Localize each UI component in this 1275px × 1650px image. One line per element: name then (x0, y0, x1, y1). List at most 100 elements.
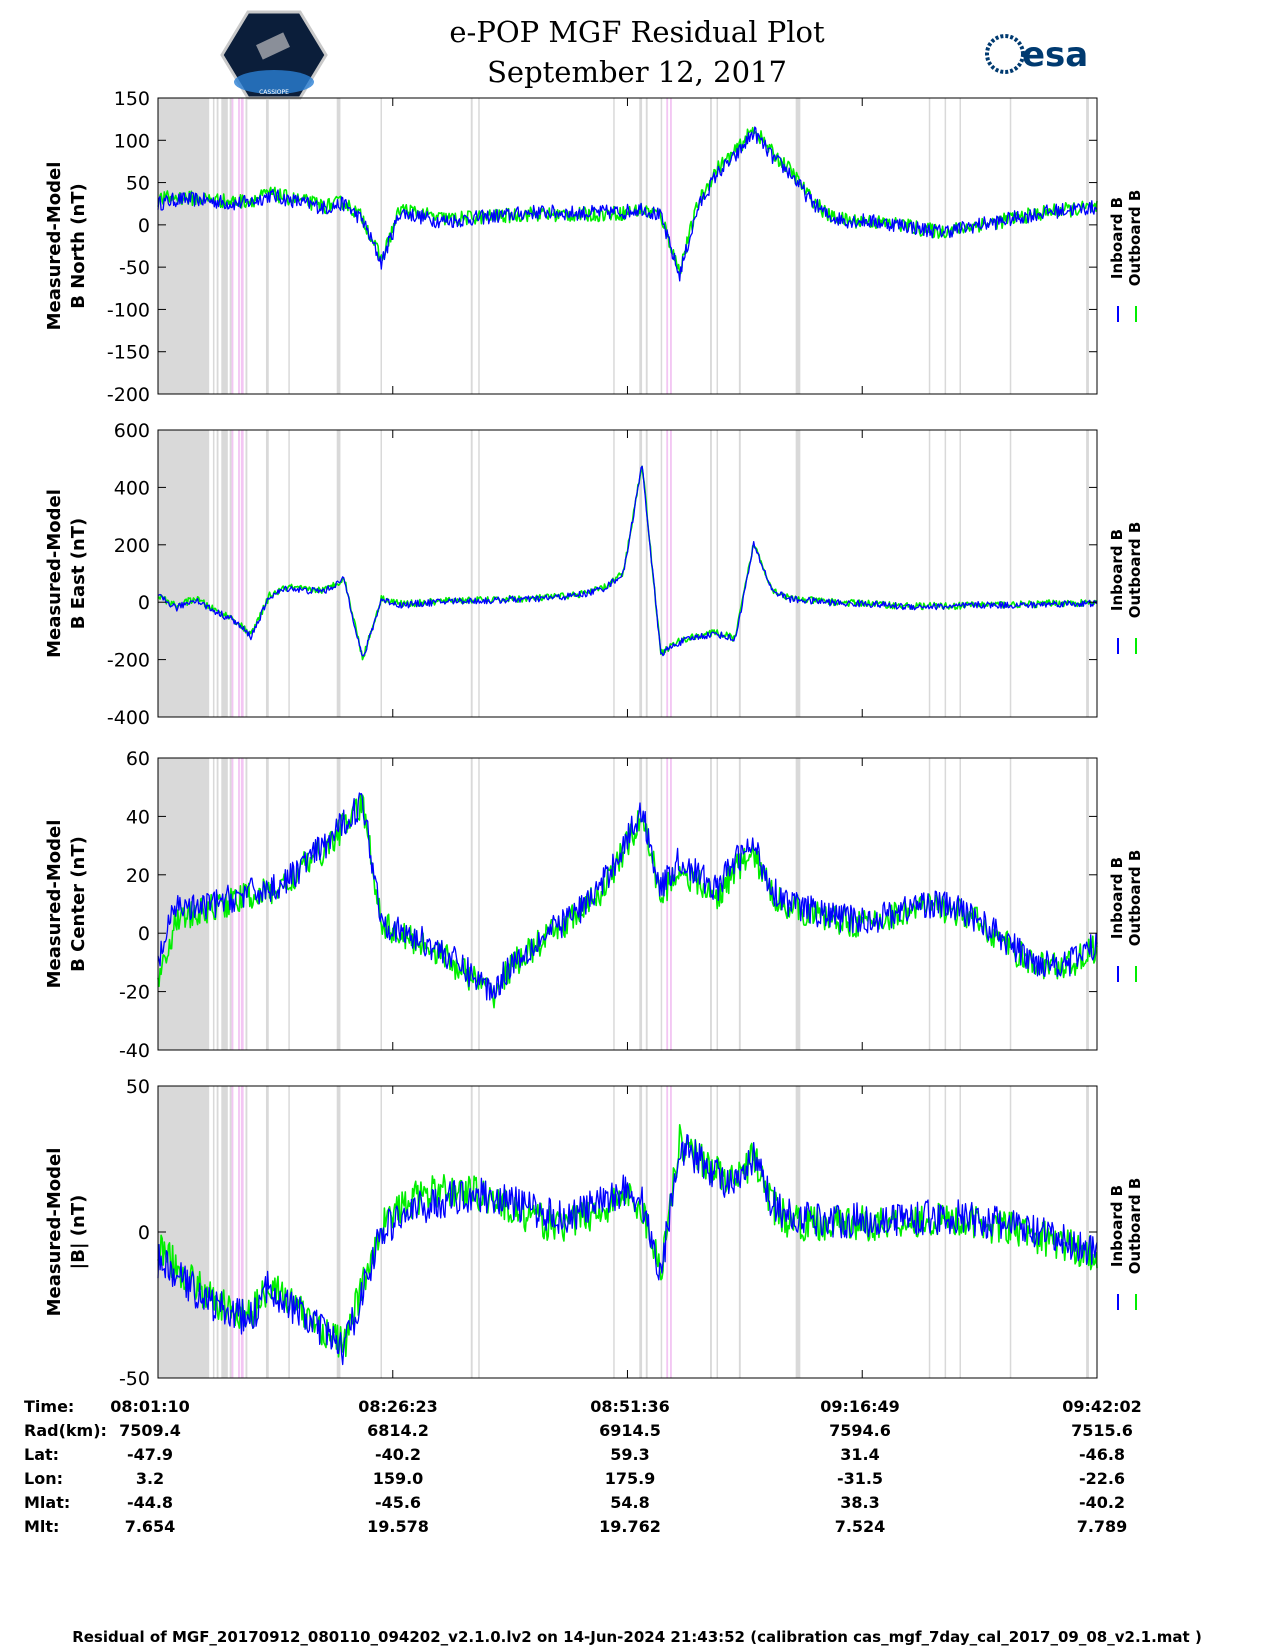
gap-band-gray (470, 1086, 473, 1378)
panel-b-center: 60 40 20 0 -20 -40 Measured-Model B Center (n… (44, 748, 1144, 1062)
gap-band-gray (478, 98, 480, 394)
y-tick-label: 100 (114, 130, 150, 152)
gap-band-gray (613, 758, 615, 1050)
gap-band-gray (380, 758, 382, 1050)
y-tick-label: 60 (126, 748, 150, 770)
legend-outboard-label: Outboard B (1126, 190, 1144, 287)
footer-note: Residual of MGF_20170912_080110_094202_v… (72, 1628, 1202, 1646)
gap-band-gray (738, 98, 741, 394)
x-ticks (157, 1086, 1098, 1378)
gap-band-gray (710, 758, 712, 1050)
legend-inboard-label: Inboard B (1108, 1185, 1126, 1267)
gap-band-pink (669, 1086, 672, 1378)
gap-band-gray (212, 758, 215, 1050)
table-cell: -40.2 (375, 1445, 421, 1464)
x-tick-label: 09:16:49 (820, 1397, 900, 1416)
table-cell: -47.9 (127, 1445, 173, 1464)
gap-band-gray (645, 430, 648, 717)
gap-band-gray (660, 430, 663, 717)
table-cell: 59.3 (610, 1445, 649, 1464)
gap-band-pink (240, 98, 244, 394)
table-cell: 6914.5 (599, 1421, 661, 1440)
table-cell: 7.524 (835, 1517, 886, 1536)
gap-band-pink (240, 1086, 244, 1378)
y-tick-label: 0 (138, 923, 150, 945)
gap-band-gray (710, 1086, 712, 1378)
axes-box (157, 97, 1098, 395)
gap-band-gray (288, 430, 290, 717)
inboard-b-line (157, 1134, 1098, 1366)
gap-band-pink (238, 98, 240, 394)
inboard-b-line (158, 465, 1098, 657)
gap-band-gray (478, 758, 480, 1050)
axes-frame (157, 97, 1098, 395)
table-cell: 54.8 (610, 1493, 649, 1512)
gap-band-gray (716, 1086, 719, 1378)
outboard-b-line (157, 465, 1098, 661)
gap-band-gray (470, 758, 473, 1050)
gap-band-pink (231, 98, 234, 394)
inboard-b-line (157, 792, 1098, 1001)
y-tick-label: -20 (119, 982, 150, 1004)
gap-band-gray (639, 430, 643, 717)
esa-logo-text: esa (1022, 35, 1088, 75)
gap-band-gray (645, 98, 648, 394)
gap-band-gray (660, 1086, 663, 1378)
axes-frame (157, 429, 1098, 718)
x-tick-label: 08:51:36 (590, 1397, 670, 1416)
gap-band-gray (716, 430, 719, 717)
table-cell: -44.8 (127, 1493, 173, 1512)
table-row-label: Mlat: (24, 1493, 70, 1512)
gap-band-gray (1086, 98, 1089, 394)
gap-band-gray (221, 430, 228, 717)
data-gap-bands (158, 1086, 1089, 1378)
gap-band-gray (216, 430, 219, 717)
table-cell: -45.6 (375, 1493, 421, 1512)
gap-band-gray (660, 758, 663, 1050)
x-ticks (157, 430, 1098, 717)
table-cell: 159.0 (373, 1469, 424, 1488)
table-cell: 7.789 (1077, 1517, 1128, 1536)
gap-band-gray (944, 1086, 947, 1378)
series-lines (157, 792, 1098, 1009)
ephemeris-table: Time: Rad(km): Lat: Lon: Mlat: Mlt: 08:01:10 75… (24, 1397, 1142, 1536)
gap-band-gray (470, 98, 473, 394)
gap-band-gray (336, 98, 341, 394)
y-tick-label: -400 (107, 707, 150, 729)
gap-band-gray (336, 1086, 341, 1378)
gap-band-pink (240, 430, 244, 717)
series-lines (157, 1124, 1098, 1366)
gap-band-gray (221, 98, 228, 394)
table-row-label: Time: (24, 1397, 74, 1416)
gap-band-gray (336, 758, 341, 1050)
y-tick-label: 150 (114, 88, 150, 110)
gap-band-pink (669, 98, 672, 394)
gap-band-gray (288, 98, 290, 394)
outboard-b-line (157, 793, 1098, 1009)
gap-band-gray (639, 758, 643, 1050)
gap-band-gray (478, 430, 480, 717)
table-row-label: Rad(km): (24, 1421, 107, 1440)
gap-band-pink (238, 430, 240, 717)
cassiope-logo-earth (234, 70, 314, 94)
gap-band-gray (212, 1086, 215, 1378)
gap-band-gray (944, 430, 947, 717)
gap-band-gray (613, 98, 615, 394)
gap-band-pink (666, 758, 669, 1050)
gap-band-gray (959, 98, 962, 394)
gap-band-gray (1086, 1086, 1089, 1378)
y-axis-label-line1: Measured-Model (44, 820, 65, 989)
gap-band-gray (1009, 430, 1012, 717)
axes-box (157, 757, 1098, 1051)
y-tick-label: 50 (126, 173, 150, 195)
gap-band-gray (245, 98, 248, 394)
y-tick-label: -200 (107, 384, 150, 406)
gap-band-gray (470, 430, 473, 717)
y-tick-label: -50 (119, 257, 150, 279)
panel-b-east: 600 400 200 0 -200 -400 Measured-Model B East… (44, 420, 1144, 729)
gap-band-gray (245, 1086, 248, 1378)
y-tick-label: 20 (126, 865, 150, 887)
legend-inboard-label: Inboard B (1108, 529, 1126, 611)
cassiope-logo-text: CASSIOPE (259, 89, 289, 96)
